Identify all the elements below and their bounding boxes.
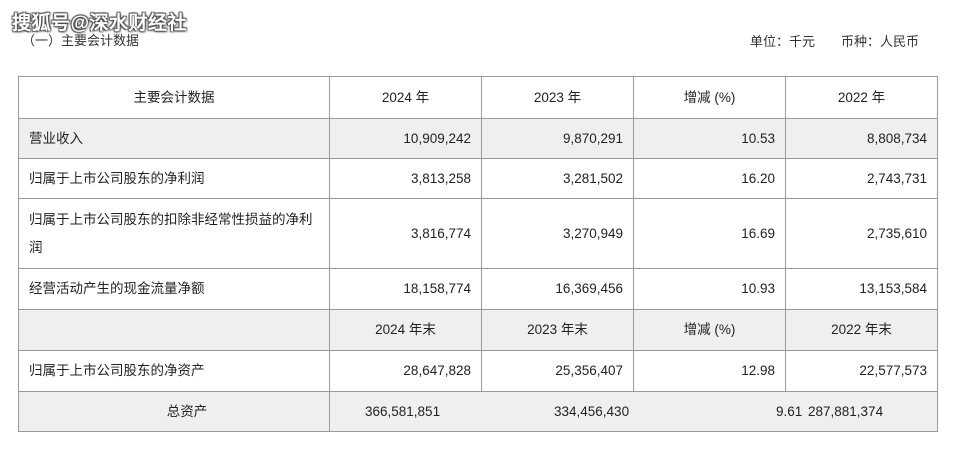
header-cell: 2022 年 xyxy=(785,76,938,119)
accounting-data-table: 主要会计数据 2024 年 2023 年 增减 (%) 2022 年 营业收入 … xyxy=(18,76,938,432)
value-cell: 16.20 xyxy=(633,158,786,199)
value-cell: 3,816,774 xyxy=(329,198,482,269)
row-label: 经营活动产生的现金流量净额 xyxy=(18,268,330,310)
table-header-row: 主要会计数据 2024 年 2023 年 增减 (%) 2022 年 xyxy=(18,76,938,119)
row-label: 归属于上市公司股东的净资产 xyxy=(18,350,330,392)
value-cell: 2,743,731 xyxy=(785,158,938,199)
section-title: （一）主要会计数据 xyxy=(22,33,140,48)
value-cell: 22,577,573 xyxy=(785,350,938,392)
row-label: 营业收入 xyxy=(18,118,330,159)
value-cell: 25,356,407 xyxy=(481,350,634,392)
header-cell: 2024 年 xyxy=(329,76,482,119)
value-cell: 3,281,502 xyxy=(481,158,634,199)
value-cell: 16,369,456 xyxy=(481,268,634,310)
total-value: 287,881,374 xyxy=(808,403,884,419)
value-cell: 16.69 xyxy=(633,198,786,269)
header-cell: 2023 年 xyxy=(481,76,634,119)
value-cell: 13,153,584 xyxy=(785,268,938,310)
value-cell: 3,270,949 xyxy=(481,198,634,269)
unit-label: 单位：千元 xyxy=(749,34,815,49)
row-label: 归属于上市公司股东的净利润 xyxy=(18,158,330,199)
total-label: 总资产 xyxy=(18,391,330,432)
table-row: 经营活动产生的现金流量净额 18,158,774 16,369,456 10.9… xyxy=(18,268,938,310)
total-values: 366,581,851 334,456,430 9.61 287,881,374 xyxy=(329,391,938,432)
header-cell: 主要会计数据 xyxy=(18,76,330,119)
currency-label: 币种：人民币 xyxy=(840,34,919,49)
header-cell: 增减 (%) xyxy=(633,76,786,119)
total-row: 总资产 366,581,851 334,456,430 9.61 287,881… xyxy=(18,391,938,432)
table-row: 归属于上市公司股东的扣除非经常性损益的净利润 3,816,774 3,270,9… xyxy=(18,198,938,269)
table-row: 营业收入 10,909,242 9,870,291 10.53 8,808,73… xyxy=(18,118,938,159)
value-cell: 10,909,242 xyxy=(329,118,482,159)
table-row: 归属于上市公司股东的净资产 28,647,828 25,356,407 12.9… xyxy=(18,350,938,392)
value-cell: 28,647,828 xyxy=(329,350,482,392)
value-cell: 10.93 xyxy=(633,268,786,310)
value-cell: 2,735,610 xyxy=(785,198,938,269)
header-cell: 2023 年末 xyxy=(481,309,634,351)
header-cell: 2024 年末 xyxy=(329,309,482,351)
total-value: 9.61 xyxy=(776,403,803,419)
value-cell: 18,158,774 xyxy=(329,268,482,310)
table-row: 归属于上市公司股东的净利润 3,813,258 3,281,502 16.20 … xyxy=(18,158,938,199)
unit-info: 单位：千元 币种：人民币 xyxy=(750,31,919,50)
value-cell: 8,808,734 xyxy=(785,118,938,159)
table-subheader-row: 2024 年末 2023 年末 增减 (%) 2022 年末 xyxy=(18,309,938,351)
value-cell: 10.53 xyxy=(633,118,786,159)
row-label: 归属于上市公司股东的扣除非经常性损益的净利润 xyxy=(18,198,330,269)
watermark-text: 搜狐号@深水财经社 xyxy=(12,13,188,34)
header-cell: 增减 (%) xyxy=(633,309,786,351)
value-cell: 12.98 xyxy=(633,350,786,392)
value-cell: 3,813,258 xyxy=(329,158,482,199)
total-value: 334,456,430 xyxy=(554,403,630,419)
value-cell: 9,870,291 xyxy=(481,118,634,159)
header-cell xyxy=(18,309,330,351)
header-cell: 2022 年末 xyxy=(785,309,938,351)
total-value: 366,581,851 xyxy=(365,403,441,419)
